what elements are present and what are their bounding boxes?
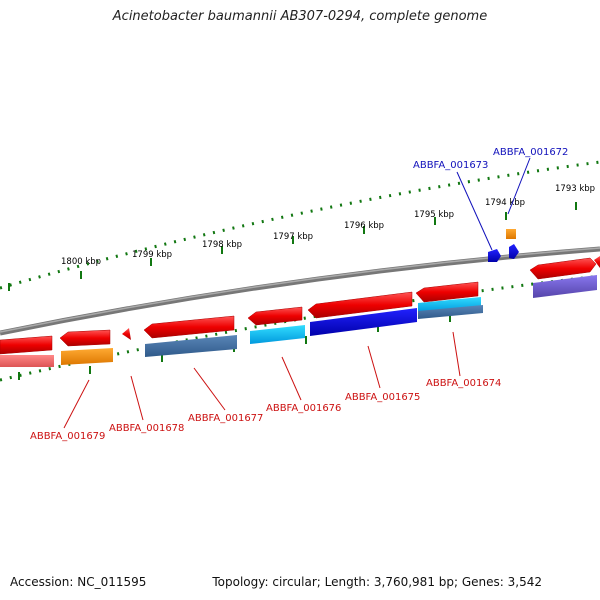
gene-block — [310, 308, 417, 336]
accession-text: Accession: NC_011595 — [10, 575, 147, 589]
scale-label-1799: 1799 kbp — [132, 250, 172, 260]
scale-label-1800: 1800 kbp — [61, 257, 101, 267]
gene-arrow — [122, 328, 131, 340]
gene-ABBFA_001673-marker — [488, 249, 501, 262]
gene-block — [250, 325, 305, 344]
gene-block — [145, 335, 237, 357]
gene-arrow — [307, 291, 413, 319]
scale-label-1793: 1793 kbp — [555, 184, 595, 194]
gene-label-ABBFA_001675: ABBFA_001675 — [345, 392, 420, 403]
outer-major-ticks — [8, 202, 577, 291]
gene-block — [418, 305, 483, 319]
gene-label-ABBFA_001677: ABBFA_001677 — [188, 413, 263, 424]
gene-block — [61, 348, 113, 365]
scale-label-1794: 1794 kbp — [485, 198, 525, 208]
gene-block — [0, 355, 54, 367]
bottom-leader-lines — [63, 331, 461, 429]
gene-arrow — [59, 329, 111, 347]
colored-cds-track — [0, 275, 597, 367]
gene-label-ABBFA_001678: ABBFA_001678 — [109, 423, 184, 434]
map-title: Acinetobacter baumannii AB307-0294, comp… — [112, 9, 488, 24]
genome-summary-text: Topology: circular; Length: 3,760,981 bp… — [212, 575, 542, 589]
scale-label-1795: 1795 kbp — [414, 210, 454, 220]
orange-feature — [506, 229, 516, 239]
scale-label-1797: 1797 kbp — [273, 232, 313, 242]
gene-arrow — [415, 281, 479, 303]
gene-label-ABBFA_001672: ABBFA_001672 — [493, 147, 568, 158]
gene-arrow — [143, 315, 235, 339]
gene-block — [533, 275, 597, 298]
gene-arrow — [247, 306, 303, 326]
outer-tick-ring — [0, 160, 600, 290]
gene-arrow — [0, 335, 53, 355]
gene-label-ABBFA_001674: ABBFA_001674 — [426, 378, 501, 389]
gene-label-ABBFA_001679: ABBFA_001679 — [30, 431, 105, 442]
gene-arrow — [594, 256, 600, 268]
scale-label-1796: 1796 kbp — [344, 221, 384, 231]
genome-backbone — [0, 246, 600, 336]
gene-ABBFA_001672-marker — [509, 244, 519, 259]
gene-label-ABBFA_001673: ABBFA_001673 — [413, 160, 488, 171]
scale-label-1798: 1798 kbp — [202, 240, 242, 250]
gene-arrow — [529, 257, 597, 280]
top-leader-lines — [456, 157, 531, 251]
forward-cds-track — [0, 256, 600, 355]
gene-label-ABBFA_001676: ABBFA_001676 — [266, 403, 341, 414]
gene-block — [418, 297, 481, 312]
